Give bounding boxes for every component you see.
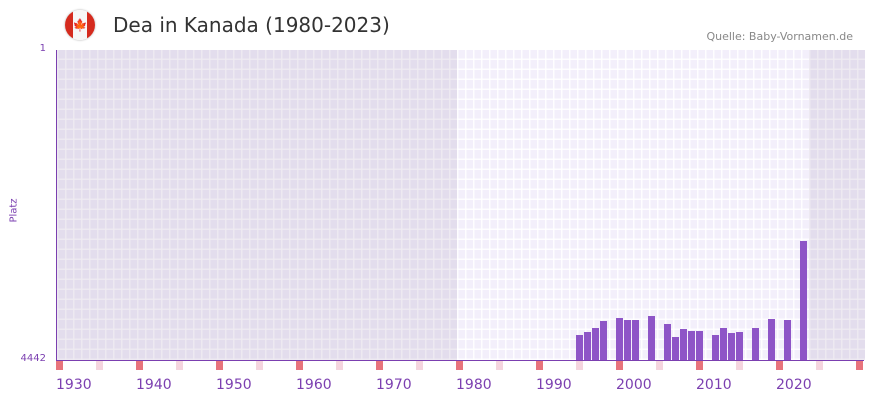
decade-marker <box>536 361 543 370</box>
bar-2009[interactable] <box>688 331 695 360</box>
chart-title: Dea in Kanada (1980-2023) <box>113 13 390 37</box>
y-axis-label: Platz <box>8 198 20 223</box>
source-link[interactable]: Quelle: Baby-Vornamen.de <box>706 30 853 43</box>
decade-marker <box>776 361 783 370</box>
half-decade-marker <box>736 361 743 370</box>
half-decade-marker <box>336 361 343 370</box>
bar-2015[interactable] <box>736 331 743 360</box>
x-tick-label: 1930 <box>56 377 92 393</box>
x-tick-label: 2010 <box>696 377 732 393</box>
x-axis-line <box>56 360 864 361</box>
bar-2006[interactable] <box>664 323 671 360</box>
half-decade-marker <box>96 361 103 370</box>
half-decade-marker <box>496 361 503 370</box>
shade-after <box>809 50 865 360</box>
x-tick-label: 1940 <box>136 377 172 393</box>
bar-2002[interactable] <box>632 320 639 360</box>
bar-1997[interactable] <box>592 327 599 360</box>
plot-area <box>56 50 865 360</box>
x-tick-label: 1950 <box>216 377 252 393</box>
bar-2004[interactable] <box>648 315 655 360</box>
bar-1998[interactable] <box>600 320 607 360</box>
bar-2019[interactable] <box>768 318 775 360</box>
x-tick-label: 2020 <box>776 377 812 393</box>
bar-2023[interactable] <box>800 240 807 360</box>
bar-2017[interactable] <box>752 327 759 360</box>
decade-marker <box>296 361 303 370</box>
bar-2021[interactable] <box>784 320 791 360</box>
bar-2014[interactable] <box>728 332 735 360</box>
bar-1995[interactable] <box>576 335 583 360</box>
decade-marker <box>616 361 623 370</box>
decade-marker <box>696 361 703 370</box>
bar-2012[interactable] <box>712 335 719 360</box>
bar-2000[interactable] <box>616 317 623 360</box>
decade-marker <box>216 361 223 370</box>
decade-marker <box>376 361 383 370</box>
half-decade-marker <box>176 361 183 370</box>
bar-2013[interactable] <box>720 327 727 360</box>
y-tick-bottom: 4442 <box>20 353 46 364</box>
y-tick-top: 1 <box>39 43 46 54</box>
x-tick-label: 1970 <box>376 377 412 393</box>
bar-1996[interactable] <box>584 331 591 360</box>
bar-2010[interactable] <box>696 331 703 360</box>
decade-marker <box>456 361 463 370</box>
half-decade-marker <box>416 361 423 370</box>
bar-2007[interactable] <box>672 337 679 360</box>
bar-2001[interactable] <box>624 320 631 360</box>
bar-2008[interactable] <box>680 329 687 360</box>
half-decade-marker <box>816 361 823 370</box>
x-tick-label: 1990 <box>536 377 572 393</box>
canada-flag-icon: 🍁 <box>65 10 95 40</box>
shade-before <box>57 50 457 360</box>
x-tick-label: 1960 <box>296 377 332 393</box>
half-decade-marker <box>576 361 583 370</box>
decade-marker <box>856 361 863 370</box>
half-decade-marker <box>256 361 263 370</box>
decade-marker <box>136 361 143 370</box>
half-decade-marker <box>656 361 663 370</box>
decade-marker <box>56 361 63 370</box>
x-tick-label: 2000 <box>616 377 652 393</box>
x-tick-label: 1980 <box>456 377 492 393</box>
